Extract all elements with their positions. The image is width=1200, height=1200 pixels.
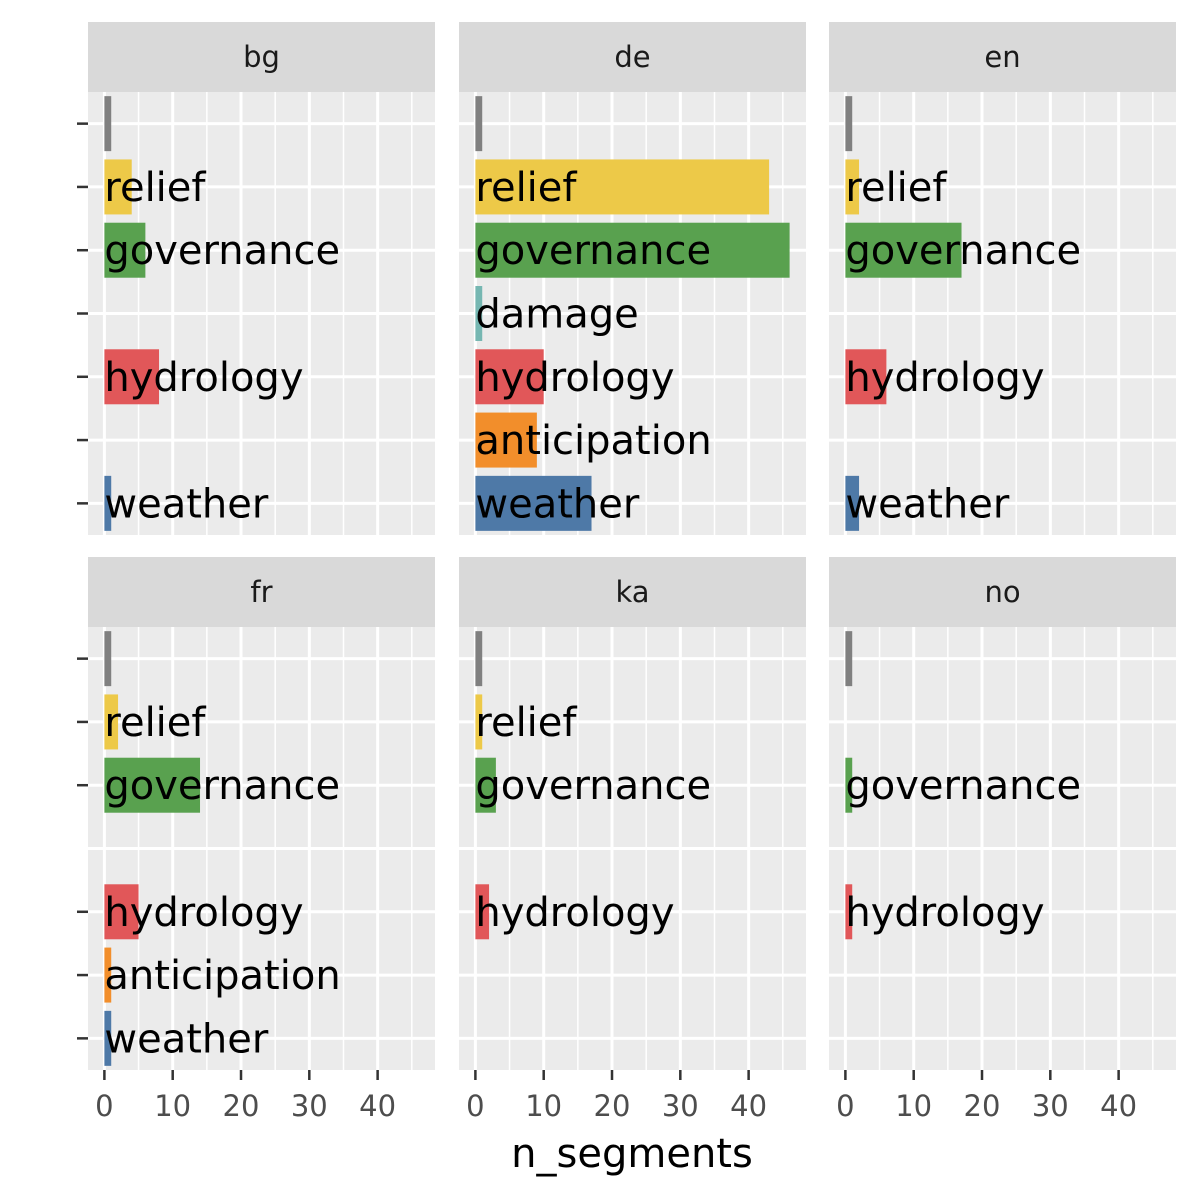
bar-label-fr-relief: relief — [104, 700, 206, 746]
x-tick-label: 30 — [662, 1089, 699, 1123]
strip-label-bg: bg — [243, 40, 280, 74]
panel-en: en relief governance hydrology weather — [829, 22, 1176, 535]
panels-layer: bg relief governance hydrology weather de reli… — [88, 22, 1176, 1070]
panel-de: de relief governance damage hydrology anticip… — [459, 22, 806, 535]
bar-label-fr-anticipation: anticipation — [104, 953, 340, 999]
bar-de-unlabeled — [475, 96, 483, 152]
bar-fr-hydrology — [104, 884, 139, 940]
bar-label-de-governance: governance — [475, 228, 711, 274]
x-tick-label: 0 — [836, 1089, 854, 1123]
x-tick-label: 0 — [95, 1089, 113, 1123]
bar-label-en-hydrology: hydrology — [845, 355, 1044, 401]
bar-ka-relief — [475, 694, 483, 750]
strip-fr — [88, 557, 435, 627]
x-tick-label: 20 — [223, 1089, 260, 1123]
bar-label-bg-weather: weather — [104, 481, 268, 527]
bar-en-unlabeled — [845, 96, 853, 152]
bar-no-hydrology — [845, 884, 853, 940]
bar-bg-governance — [104, 222, 146, 278]
bar-label-no-governance: governance — [845, 763, 1081, 809]
bar-de-hydrology — [475, 349, 544, 405]
panel-ka: ka relief governance hydrology — [459, 557, 806, 1070]
panel-no: no governance hydrology — [829, 557, 1176, 1070]
bar-label-ka-hydrology: hydrology — [475, 890, 674, 936]
bar-de-damage — [475, 286, 483, 341]
x-tick-label: 0 — [466, 1089, 484, 1123]
bar-en-weather — [845, 475, 860, 531]
x-axis-title: n_segments — [511, 1131, 753, 1177]
strip-label-de: de — [614, 40, 650, 74]
bar-label-fr-weather: weather — [104, 1016, 268, 1062]
bar-label-en-weather: weather — [845, 481, 1009, 527]
strip-en — [829, 22, 1176, 92]
bar-de-governance — [475, 222, 790, 278]
x-tick-label: 10 — [525, 1089, 562, 1123]
x-tick-label: 20 — [594, 1089, 631, 1123]
y-axis — [77, 122, 88, 1040]
strip-bg — [88, 22, 435, 92]
x-tick-label: 10 — [154, 1089, 191, 1123]
bar-de-weather — [475, 475, 592, 531]
bar-label-bg-hydrology: hydrology — [104, 355, 303, 401]
bar-label-ka-governance: governance — [475, 763, 711, 809]
bar-label-de-damage: damage — [475, 292, 638, 338]
bar-label-fr-hydrology: hydrology — [104, 890, 303, 936]
panel-fr: fr relief governance hydrology anticipation w… — [88, 557, 435, 1070]
strip-label-no: no — [984, 575, 1020, 609]
bar-de-relief — [475, 159, 770, 215]
bar-label-de-weather: weather — [475, 481, 639, 527]
bar-label-de-relief: relief — [475, 165, 577, 211]
bar-fr-weather — [104, 1010, 112, 1066]
bar-fr-unlabeled — [104, 631, 112, 687]
bar-ka-unlabeled — [475, 631, 483, 687]
bar-label-en-governance: governance — [845, 228, 1081, 274]
bar-label-bg-relief: relief — [104, 165, 206, 211]
bar-ka-hydrology — [475, 884, 490, 940]
bar-no-governance — [845, 757, 853, 813]
bar-label-de-hydrology: hydrology — [475, 355, 674, 401]
bar-label-no-hydrology: hydrology — [845, 890, 1044, 936]
strip-label-fr: fr — [250, 575, 272, 609]
x-tick-label: 40 — [1100, 1089, 1137, 1123]
bar-no-unlabeled — [845, 631, 853, 687]
strip-label-ka: ka — [615, 575, 649, 609]
x-tick-label: 20 — [964, 1089, 1001, 1123]
bar-bg-hydrology — [104, 349, 160, 405]
strip-de — [459, 22, 806, 92]
bar-ka-governance — [475, 757, 496, 813]
bar-en-governance — [845, 222, 962, 278]
bar-label-de-anticipation: anticipation — [475, 418, 711, 464]
bar-label-ka-relief: relief — [475, 700, 577, 746]
bar-de-anticipation — [475, 412, 537, 468]
bar-label-bg-governance: governance — [104, 228, 340, 274]
bar-bg-unlabeled — [104, 96, 112, 152]
bar-fr-relief — [104, 694, 119, 750]
x-axis: 0 10 20 30 40 0 10 20 30 40 0 10 20 30 40 — [95, 1070, 1137, 1123]
strip-no — [829, 557, 1176, 627]
bar-en-hydrology — [845, 349, 887, 405]
bar-label-en-relief: relief — [845, 165, 947, 211]
panel-bg: bg relief governance hydrology weather — [88, 22, 435, 535]
bar-bg-relief — [104, 159, 132, 215]
bar-fr-anticipation — [104, 947, 112, 1003]
x-tick-label: 40 — [730, 1089, 767, 1123]
strip-ka — [459, 557, 806, 627]
bar-label-fr-governance: governance — [104, 763, 340, 809]
x-tick-label: 30 — [291, 1089, 328, 1123]
x-tick-label: 40 — [359, 1089, 396, 1123]
bar-bg-weather — [104, 475, 112, 531]
strip-label-en: en — [984, 40, 1020, 74]
x-tick-label: 30 — [1032, 1089, 1069, 1123]
bar-en-relief — [845, 159, 860, 215]
bar-fr-governance — [104, 757, 201, 813]
x-tick-label: 10 — [895, 1089, 932, 1123]
